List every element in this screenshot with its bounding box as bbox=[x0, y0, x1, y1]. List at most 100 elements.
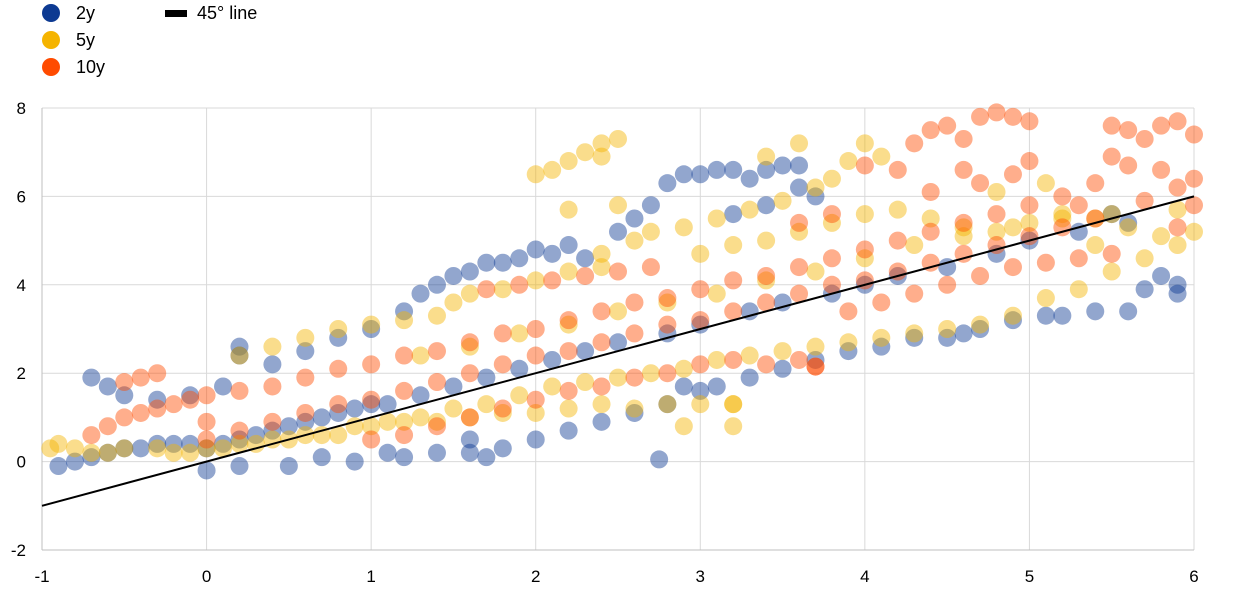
data-point-10y bbox=[921, 121, 940, 140]
data-point-5y bbox=[1086, 236, 1105, 255]
data-point-5y bbox=[757, 147, 776, 166]
data-point-5y bbox=[707, 350, 726, 369]
data-point-10y bbox=[1086, 174, 1105, 193]
data-point-10y bbox=[921, 222, 940, 241]
y-tick-label: 2 bbox=[17, 364, 26, 383]
data-point-2y bbox=[724, 160, 743, 179]
data-point-5y bbox=[477, 395, 496, 414]
data-point-2y bbox=[395, 302, 414, 321]
data-point-10y bbox=[888, 262, 907, 281]
data-point-10y bbox=[658, 289, 677, 308]
data-point-10y bbox=[526, 320, 545, 338]
data-point-2y bbox=[954, 324, 973, 343]
data-point-2y bbox=[279, 457, 298, 476]
data-point-5y bbox=[230, 346, 249, 365]
data-point-2y bbox=[773, 293, 792, 312]
y-tick-label: 0 bbox=[17, 453, 26, 472]
data-point-10y bbox=[1102, 116, 1121, 135]
data-point-2y bbox=[230, 430, 249, 449]
data-point-10y bbox=[641, 258, 660, 277]
data-point-2y bbox=[296, 412, 315, 431]
data-point-2y bbox=[625, 209, 644, 228]
data-point-2y bbox=[987, 244, 1006, 263]
data-point-2y bbox=[674, 377, 693, 396]
data-point-2y bbox=[1152, 266, 1171, 285]
data-point-2y bbox=[263, 355, 282, 374]
data-point-2y bbox=[1086, 302, 1105, 321]
data-point-5y bbox=[1069, 280, 1088, 299]
data-point-5y bbox=[806, 337, 825, 356]
data-point-5y bbox=[411, 346, 430, 365]
data-point-2y bbox=[82, 368, 101, 387]
data-point-2y bbox=[49, 457, 68, 476]
data-point-5y bbox=[691, 395, 710, 414]
data-point-5y bbox=[460, 284, 479, 303]
data-point-10y bbox=[427, 342, 446, 361]
data-point-5y bbox=[263, 337, 282, 356]
x-tick-label: 5 bbox=[1025, 567, 1034, 586]
data-point-10y bbox=[691, 280, 710, 299]
data-point-2y bbox=[1069, 222, 1088, 241]
data-point-2y bbox=[1135, 280, 1154, 299]
data-point-10y bbox=[625, 368, 644, 387]
data-point-2y bbox=[707, 160, 726, 179]
data-point-10y bbox=[1069, 249, 1088, 268]
data-point-5y bbox=[230, 434, 249, 453]
legend: 2y 5y 10y 45° line bbox=[0, 0, 400, 90]
data-point-10y bbox=[230, 421, 249, 440]
data-point-10y bbox=[790, 258, 809, 277]
data-point-10y bbox=[1036, 253, 1055, 272]
data-point-2y bbox=[378, 443, 397, 462]
data-point-10y bbox=[477, 280, 496, 299]
data-point-5y bbox=[872, 328, 891, 347]
data-point-5y bbox=[806, 178, 825, 197]
reference-line-45 bbox=[41, 195, 1195, 507]
data-point-2y bbox=[115, 439, 134, 458]
data-point-10y bbox=[576, 266, 595, 285]
data-point-2y bbox=[707, 377, 726, 396]
data-point-2y bbox=[938, 328, 957, 347]
data-point-2y bbox=[477, 448, 496, 467]
data-point-10y bbox=[954, 244, 973, 263]
data-point-10y bbox=[855, 156, 874, 175]
data-point-2y bbox=[493, 253, 512, 272]
data-point-5y bbox=[641, 364, 660, 383]
data-point-10y bbox=[263, 377, 282, 396]
data-point-10y bbox=[1053, 187, 1072, 206]
data-point-10y bbox=[971, 266, 990, 285]
data-point-5y bbox=[938, 320, 957, 338]
data-point-5y bbox=[345, 417, 364, 436]
legend-marker-45-line bbox=[165, 9, 187, 17]
data-point-2y bbox=[724, 205, 743, 224]
data-point-2y bbox=[65, 452, 84, 471]
data-point-5y bbox=[609, 196, 627, 215]
data-point-10y bbox=[98, 417, 117, 436]
data-point-10y bbox=[691, 355, 710, 374]
data-point-5y bbox=[115, 439, 134, 458]
data-point-5y bbox=[526, 271, 545, 290]
data-point-5y bbox=[395, 412, 414, 431]
data-point-10y bbox=[822, 205, 841, 224]
data-point-2y bbox=[1102, 205, 1121, 224]
y-tick-label: -2 bbox=[11, 541, 26, 560]
data-point-5y bbox=[510, 324, 529, 343]
data-point-10y bbox=[691, 311, 710, 330]
data-point-5y bbox=[740, 200, 759, 219]
data-point-5y bbox=[1102, 262, 1121, 281]
data-point-10y bbox=[329, 359, 348, 378]
data-point-5y bbox=[707, 209, 726, 228]
data-point-5y bbox=[460, 408, 479, 427]
data-point-2y bbox=[872, 337, 891, 356]
data-point-10y bbox=[938, 116, 957, 135]
data-point-10y bbox=[148, 364, 167, 383]
data-point-5y bbox=[724, 395, 743, 414]
data-point-10y bbox=[1003, 258, 1022, 277]
data-point-10y bbox=[197, 386, 216, 405]
data-point-2y bbox=[609, 333, 627, 352]
data-point-5y bbox=[609, 129, 627, 148]
data-point-2y bbox=[691, 381, 710, 400]
data-point-5y bbox=[592, 395, 611, 414]
data-point-2y bbox=[148, 434, 167, 453]
data-point-5y bbox=[543, 160, 562, 179]
data-point-5y bbox=[493, 403, 512, 422]
